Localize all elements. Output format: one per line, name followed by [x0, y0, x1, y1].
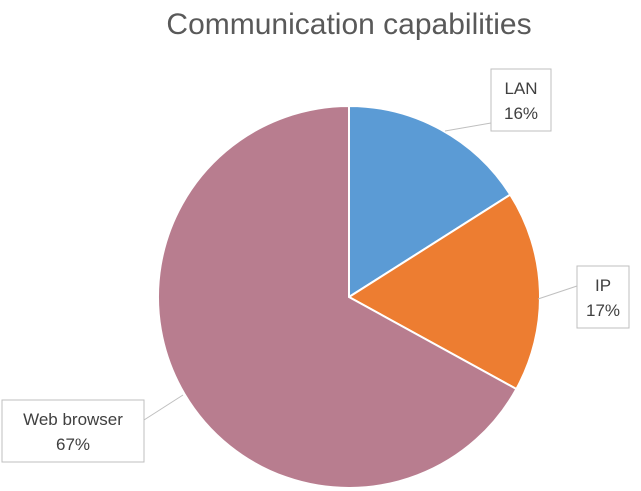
label-value-ip: 17%	[586, 301, 620, 320]
slice-lan	[348, 104, 512, 299]
data-label-lan: LAN 16%	[444, 68, 552, 132]
label-box-ip	[576, 265, 630, 329]
chart-title: Communication capabilities	[166, 8, 531, 41]
data-label-web-browser: Web browser 67%	[1, 394, 184, 463]
leader-line-web-browser	[143, 394, 184, 421]
label-name-web-browser: Web browser	[23, 410, 123, 429]
pie-data-labels: LAN 16% IP 17% Web browser 67%	[1, 68, 630, 463]
leader-line-ip	[537, 285, 578, 300]
label-box-web-browser	[1, 399, 145, 463]
label-name-ip: IP	[595, 276, 611, 295]
data-label-ip: IP 17%	[537, 265, 630, 329]
slice-ip	[347, 193, 541, 391]
label-value-lan: 16%	[504, 104, 538, 123]
slice-web-browser	[156, 104, 518, 489]
label-box-lan	[490, 68, 552, 132]
label-name-lan: LAN	[504, 79, 537, 98]
pie-slices	[156, 104, 541, 489]
leader-line-lan	[444, 122, 492, 132]
label-value-web-browser: 67%	[56, 435, 90, 454]
